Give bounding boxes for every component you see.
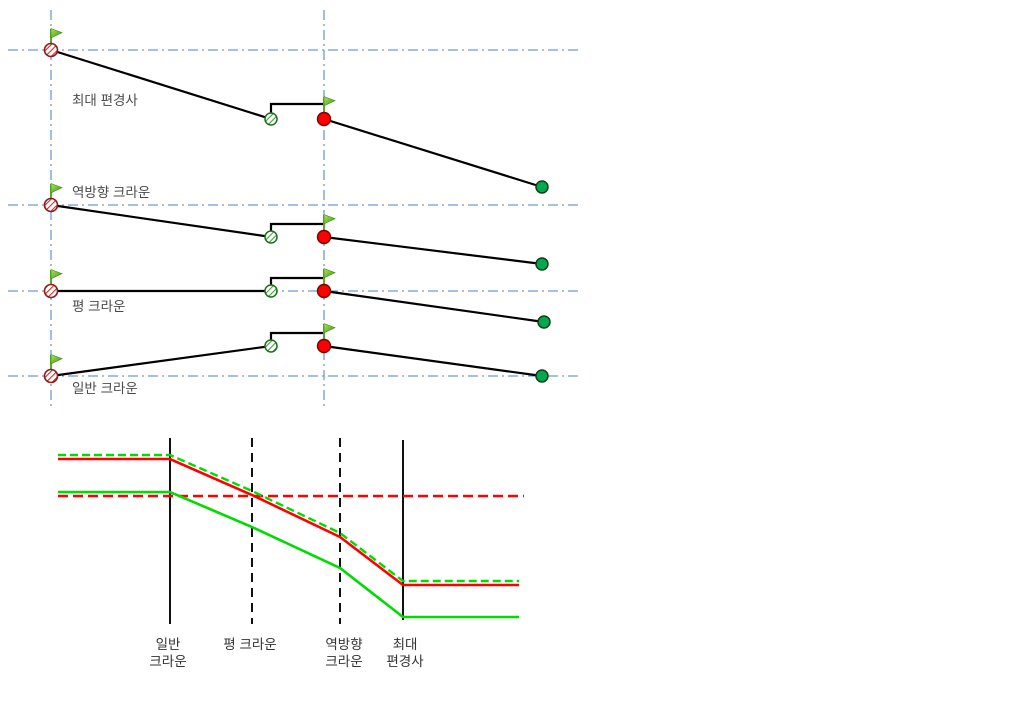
red-hatched-circle-icon	[43, 42, 59, 58]
xsection-normal-crown: 일반 크라운	[50, 331, 543, 396]
xsection-reverse-crown: 역방향 크라운	[50, 185, 543, 266]
green-circle-icon	[535, 257, 549, 271]
station-label-max-superelevation-line1: 최대	[393, 637, 418, 652]
xsec3-label: 평 크라운	[72, 299, 125, 314]
red-circle-icon	[316, 229, 332, 245]
green-hatched-circle-icon	[264, 339, 278, 353]
xsec1-label: 최대 편경사	[72, 93, 138, 108]
guide-lines	[8, 10, 580, 408]
red-hatched-circle-icon	[43, 368, 59, 384]
green-circle-icon	[537, 315, 551, 329]
xsection-flat-crown: 평 크라운	[51, 276, 545, 324]
red-circle-icon	[316, 283, 332, 299]
transition-profile-chart: 일반 크라운 평 크라운 역방향 크라운 최대 편경사	[58, 438, 524, 669]
green-dashed-edge-line	[58, 453, 519, 583]
green-circle-icon	[535, 180, 549, 194]
xsec2-left-slope	[50, 203, 324, 239]
green-circle-icon	[535, 369, 549, 383]
xsec4-right-slope	[323, 344, 543, 378]
red-circle-icon	[316, 111, 332, 127]
red-circle-icon	[316, 338, 332, 354]
station-label-flat-crown-line1: 평 크라운	[223, 637, 276, 652]
xsec1-right-slope	[323, 117, 543, 189]
green-hatched-circle-icon	[264, 284, 278, 298]
station-label-reverse-crown-line1: 역방향	[325, 637, 362, 652]
red-hatched-circle-icon	[43, 197, 59, 213]
red-solid-edge-line	[58, 457, 519, 587]
xsec2-label: 역방향 크라운	[72, 185, 150, 200]
flag-markers	[50, 28, 336, 373]
xsec3-left-slope	[51, 276, 324, 293]
station-label-max-superelevation-line2: 편경사	[386, 654, 424, 669]
green-hatched-circle-icon	[264, 230, 278, 244]
green-solid-edge-line	[58, 490, 519, 619]
station-label-normal-crown-line2: 크라운	[149, 654, 186, 669]
xsection-max-superelevation: 최대 편경사	[50, 48, 543, 189]
xsec2-right-slope	[323, 235, 543, 266]
xsec3-right-slope	[323, 289, 545, 324]
green-hatched-circle-icon	[264, 112, 278, 126]
xsec1-left-slope	[50, 48, 324, 121]
station-labels: 일반 크라운 평 크라운 역방향 크라운 최대 편경사	[149, 637, 424, 669]
station-label-reverse-crown-line2: 크라운	[325, 654, 362, 669]
station-label-normal-crown-line1: 일반	[156, 637, 181, 652]
red-hatched-circle-icon	[43, 283, 59, 299]
xsec4-left-slope	[50, 331, 324, 378]
xsec4-label: 일반 크라운	[72, 381, 138, 396]
point-markers	[43, 42, 551, 384]
